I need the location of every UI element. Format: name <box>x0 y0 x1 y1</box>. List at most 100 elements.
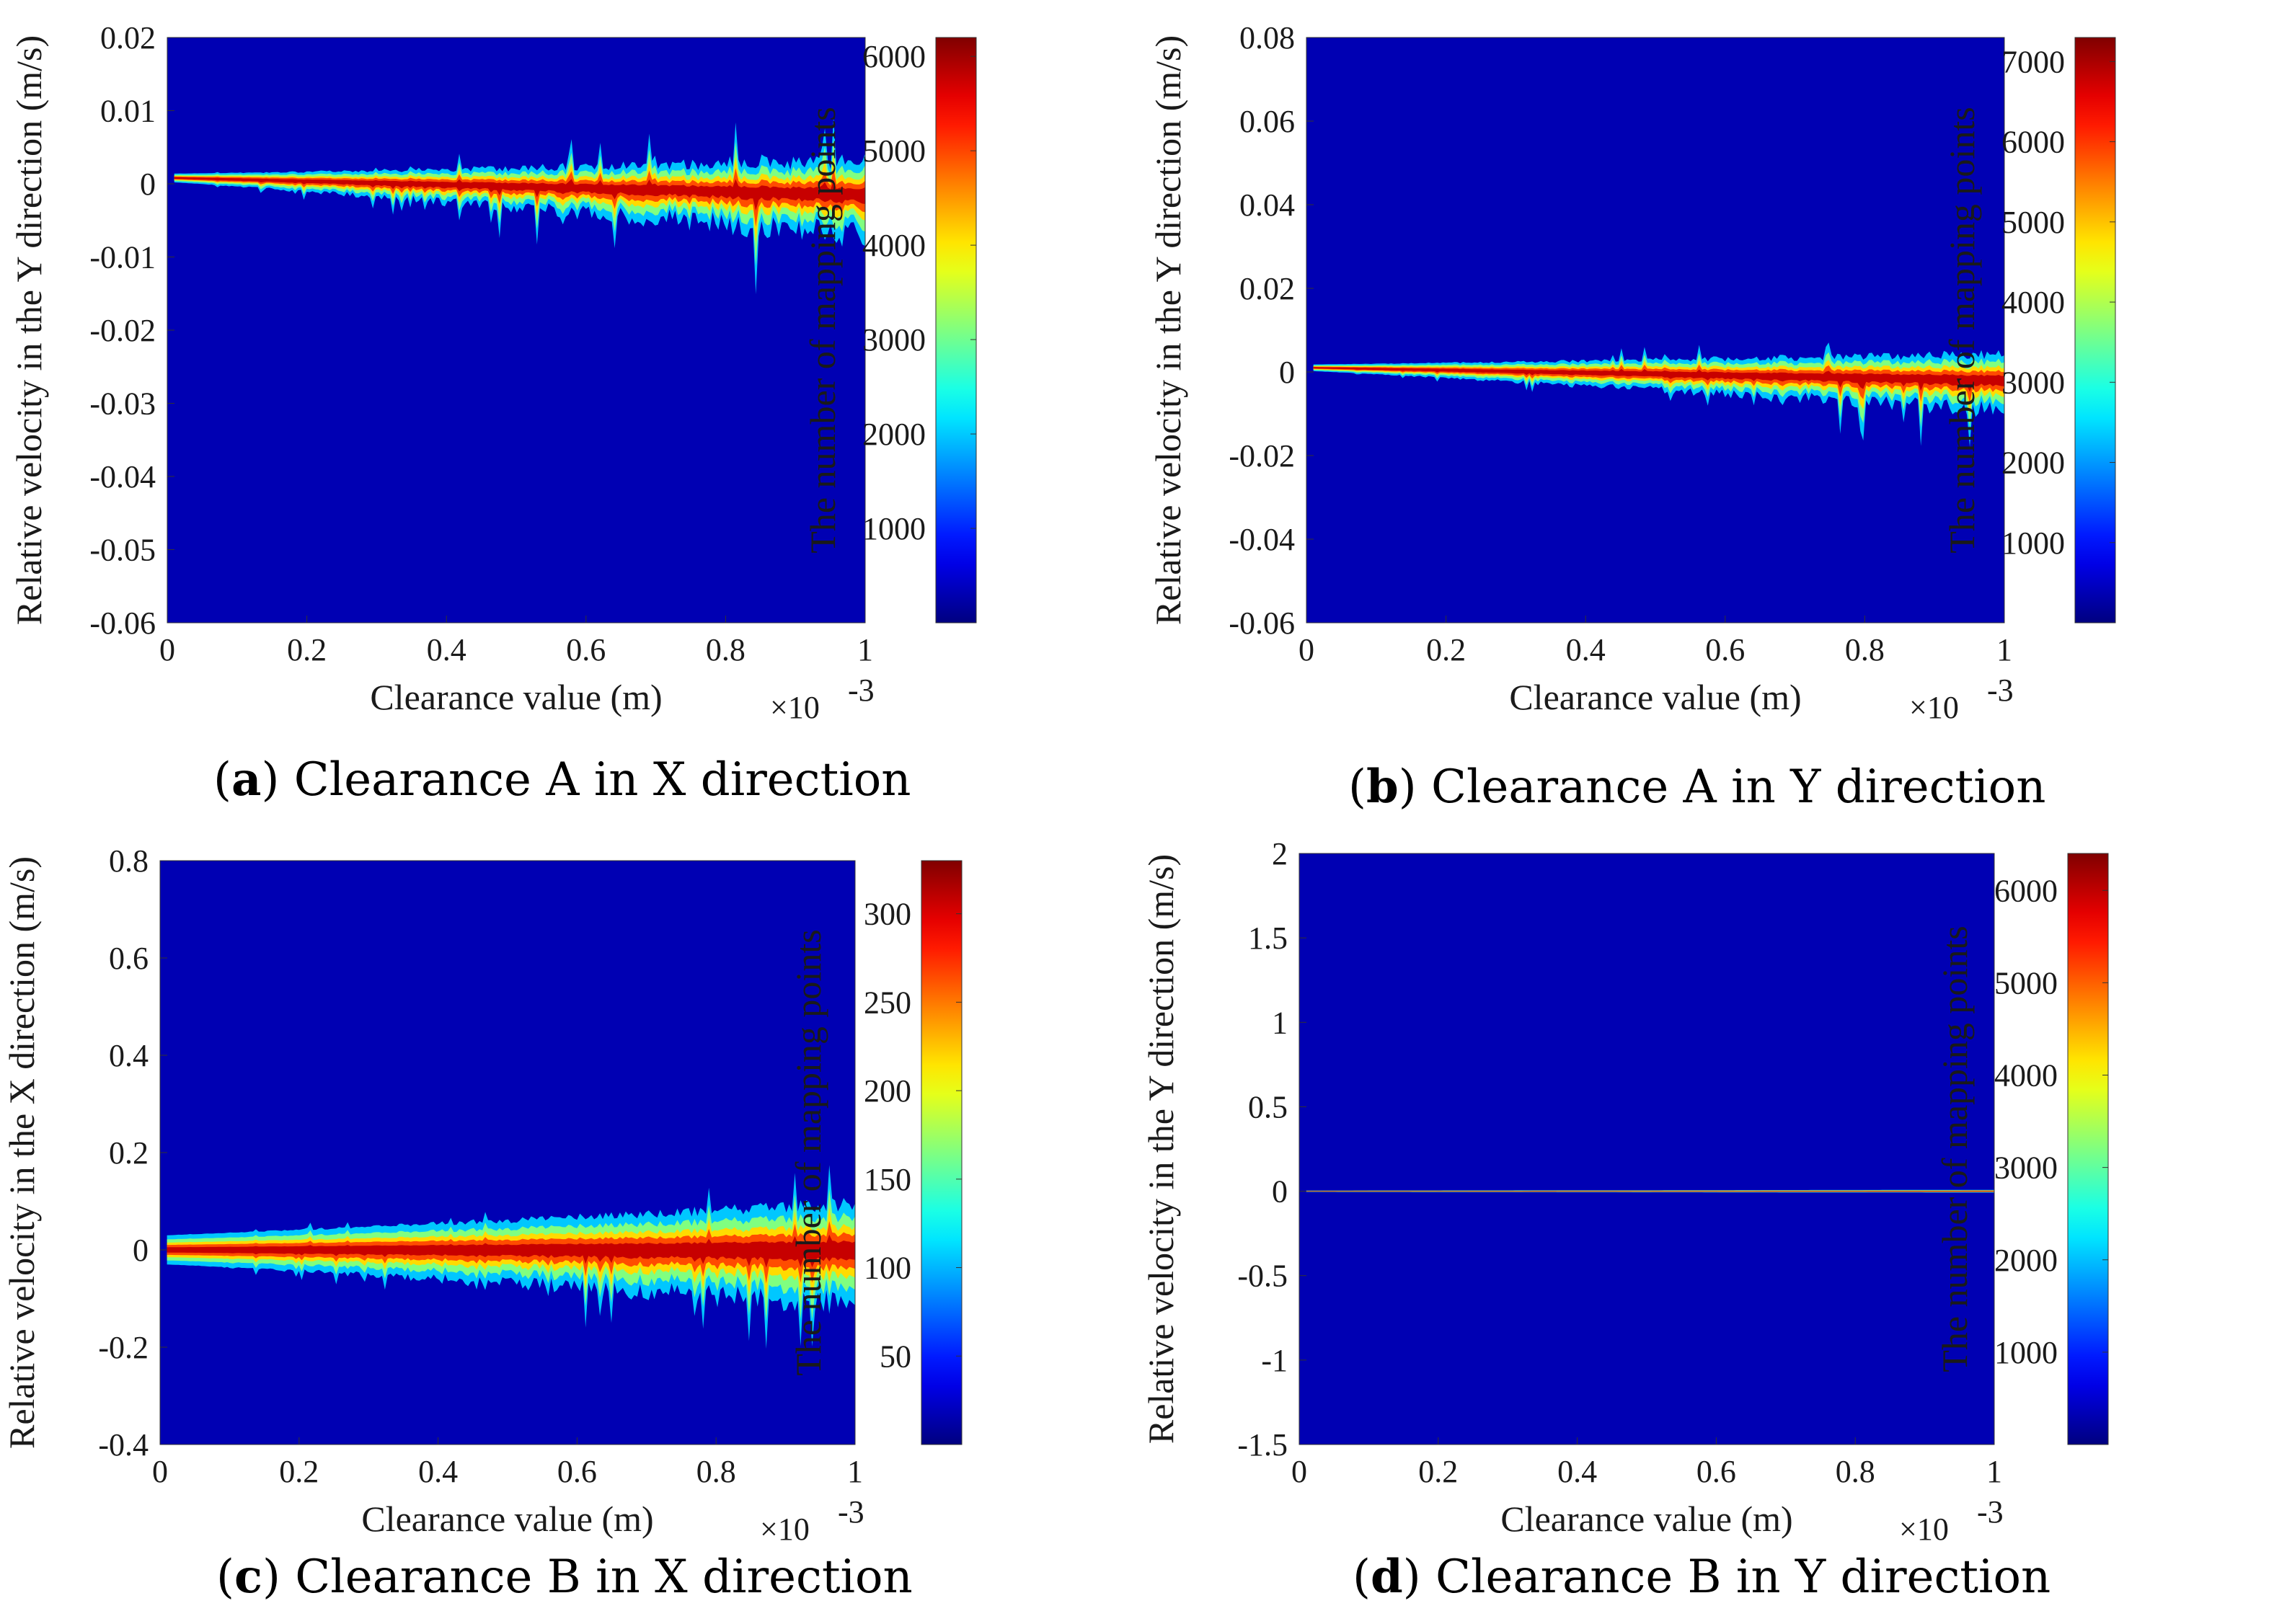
colorbar-tick-label: 200 <box>864 1073 911 1109</box>
heatmap-svg-d: 0 0.2 0.4 0.6 0.8 1 2 1.5 1 0.5 0 -0.5 -1 -1.5 Clearan… <box>1141 836 2109 1547</box>
y-tick-label: 0.06 <box>1239 104 1295 139</box>
x-axis-multiplier: ×10 <box>1909 690 1959 725</box>
x-tick-label: 1 <box>1996 632 2012 667</box>
colorbar-tick-label: 3000 <box>862 322 926 358</box>
x-tick-label: 0.2 <box>287 632 327 667</box>
colorbar-tick-label: 5000 <box>862 133 926 169</box>
colorbar-tick-label: 5000 <box>2001 205 2065 240</box>
x-axis-multiplier: ×10 <box>1899 1512 1949 1547</box>
colorbar-label: The number of mapping points <box>788 929 828 1375</box>
colorbar <box>2067 853 2109 1445</box>
x-tick-label: 0.4 <box>1566 632 1606 667</box>
y-tick-label: 0 <box>1272 1174 1288 1210</box>
y-axis-label: Relative velocity in the Y direction (m/… <box>9 35 49 625</box>
caption-a: (a) Clearance A in X direction <box>213 753 911 807</box>
y-tick-label: 0.08 <box>1239 20 1295 56</box>
colorbar <box>2074 37 2116 624</box>
colorbar-tick-label: 6000 <box>1994 873 2058 908</box>
density-band <box>167 1165 856 1349</box>
colorbar-tick-label: 3000 <box>1994 1150 2058 1186</box>
y-tick-label: -0.02 <box>89 313 156 348</box>
chart-panel-b: 0 0.2 0.4 0.6 0.8 1 0.08 0.06 0.04 0.02 0 -0.02 -0.0… <box>1139 0 2271 793</box>
x-axis-label: Clearance value (m) <box>361 1499 653 1539</box>
y-tick-label: -0.5 <box>1237 1259 1288 1294</box>
density-band <box>1306 1189 1994 1193</box>
y-axis-label: Relative velocity in the Y direction (m/… <box>1141 854 1181 1444</box>
caption-c: (c) Clearance B in X direction <box>216 1550 913 1604</box>
colorbar-tick-label: 250 <box>864 985 911 1020</box>
x-tick-label: 0.4 <box>1557 1454 1597 1489</box>
y-tick-label: -0.04 <box>89 459 156 494</box>
density-layer-5 <box>174 177 865 210</box>
y-tick-label: 1 <box>1272 1005 1288 1040</box>
colorbar-tick-label: 2000 <box>862 417 926 452</box>
x-tick-label: 0 <box>1299 632 1314 667</box>
y-tick-label: -0.4 <box>98 1427 149 1463</box>
x-tick-label: 1 <box>1986 1454 2002 1489</box>
y-tick-label: 0.2 <box>109 1135 149 1171</box>
density-band <box>174 117 865 295</box>
y-tick-label: -1.5 <box>1237 1427 1288 1463</box>
y-axis-label: Relative velocity in the X direction (m/… <box>1 856 42 1449</box>
colorbar-tick-label: 4000 <box>2001 285 2065 320</box>
x-tick-label: 0.2 <box>279 1454 319 1489</box>
x-tick-label: 0.6 <box>1696 1454 1736 1489</box>
y-tick-label: -1 <box>1261 1343 1288 1378</box>
y-tick-label: 0 <box>140 167 156 202</box>
y-tick-label: 0.02 <box>1239 271 1295 306</box>
y-axis-label: Relative velocity in the Y direction (m/… <box>1148 35 1188 625</box>
y-tick-label: 0 <box>133 1233 149 1268</box>
y-tick-label: 2 <box>1272 836 1288 871</box>
plot-background <box>160 861 855 1445</box>
colorbar-label: The number of mapping points <box>1934 926 1975 1372</box>
density-layer-1 <box>174 117 865 295</box>
heatmap-svg-c: 0 0.2 0.4 0.6 0.8 1 0.8 0.6 0.4 0.2 0 -0.2 -0.4 Clear… <box>1 843 963 1547</box>
density-band <box>1313 342 2004 448</box>
plot-background <box>1299 853 1994 1445</box>
colorbar-tick-label: 100 <box>864 1251 911 1286</box>
x-tick-label: 0 <box>159 632 175 667</box>
colorbar-tick-label: 1000 <box>2001 525 2065 561</box>
y-tick-label: 1.5 <box>1248 920 1288 956</box>
colorbar-tick-label: 300 <box>864 897 911 932</box>
colorbar-tick-label: 1000 <box>862 511 926 546</box>
y-tick-label: 0.6 <box>109 941 149 976</box>
x-tick-label: 1 <box>847 1454 863 1489</box>
colorbar <box>935 37 977 624</box>
y-tick-label: 0.4 <box>109 1038 149 1073</box>
colorbar-tick-label: 6000 <box>2001 125 2065 160</box>
plot-background <box>167 37 865 623</box>
y-tick-label: -0.02 <box>1229 438 1295 474</box>
x-axis-label: Clearance value (m) <box>1509 677 1801 717</box>
y-tick-label: 0.04 <box>1239 187 1295 223</box>
x-tick-label: 0.2 <box>1418 1454 1458 1489</box>
colorbar-tick-label: 2000 <box>2001 445 2065 481</box>
y-tick-label: -0.03 <box>89 386 156 422</box>
colorbar-tick-label: 50 <box>880 1339 911 1374</box>
x-axis-multiplier: ×10 <box>760 1512 810 1547</box>
colorbar-tick-label: 6000 <box>862 39 926 74</box>
colorbar-label: The number of mapping points <box>1942 107 1982 553</box>
density-layer-5 <box>167 1234 856 1268</box>
x-axis-label: Clearance value (m) <box>1500 1499 1792 1539</box>
x-tick-label: 0.8 <box>1836 1454 1875 1489</box>
colorbar-tick-label: 150 <box>864 1162 911 1197</box>
colorbar-label: The number of mapping points <box>802 107 843 553</box>
x-tick-label: 0 <box>152 1454 168 1489</box>
colorbar-tick-label: 4000 <box>862 228 926 263</box>
x-tick-label: 0 <box>1291 1454 1307 1489</box>
density-layer-5 <box>1313 367 2004 392</box>
y-tick-label: -0.2 <box>98 1330 149 1365</box>
colorbar-tick-label: 4000 <box>1994 1058 2058 1093</box>
y-tick-label: -0.06 <box>1229 605 1295 641</box>
y-tick-label: 0.02 <box>100 20 156 56</box>
density-layer-2 <box>174 138 865 266</box>
x-tick-label: 0.4 <box>418 1454 458 1489</box>
colorbar-tick-label: 2000 <box>1994 1243 2058 1278</box>
chart-panel-d: 0 0.2 0.4 0.6 0.8 1 2 1.5 1 0.5 0 -0.5 -1 -1.5 Clearan… <box>1139 822 2271 1615</box>
plot-frame <box>1299 853 1995 1445</box>
heatmap-svg-b: 0 0.2 0.4 0.6 0.8 1 0.08 0.06 0.04 0.02 0 -0.02 -0.0… <box>1148 20 2116 725</box>
x-tick-label: 0.6 <box>1705 632 1745 667</box>
x-tick-label: 0.8 <box>706 632 746 667</box>
x-axis-exponent: -3 <box>838 1494 864 1530</box>
